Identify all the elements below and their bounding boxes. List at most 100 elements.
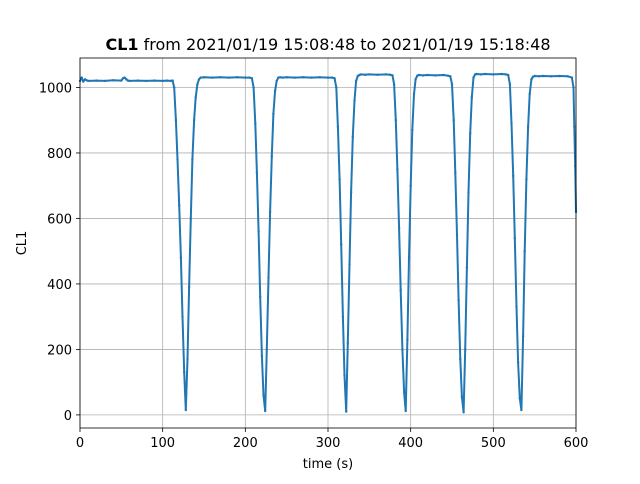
data-point <box>566 75 569 78</box>
data-point <box>513 236 516 240</box>
data-point <box>516 361 520 364</box>
chart-title-rest: from 2021/01/19 15:08:48 to 2021/01/19 1… <box>139 35 551 54</box>
data-point <box>353 99 356 102</box>
data-point <box>174 119 178 122</box>
y-axis-label: CL1 <box>15 231 30 256</box>
data-point <box>235 76 239 79</box>
data-point <box>500 72 503 76</box>
data-point <box>262 394 265 397</box>
data-point <box>455 233 459 236</box>
data-point <box>330 76 334 79</box>
data-point <box>573 125 576 128</box>
y-tick-label: 0 <box>64 409 72 424</box>
y-tick-label: 1000 <box>39 81 72 96</box>
data-point <box>492 73 495 76</box>
y-tick-label: 600 <box>47 212 72 227</box>
x-tick-label: 200 <box>233 436 258 451</box>
data-point <box>412 92 416 96</box>
data-point <box>87 79 90 83</box>
data-point <box>368 73 371 76</box>
data-point <box>343 374 346 377</box>
data-point <box>483 72 487 76</box>
data-point <box>470 96 473 99</box>
data-point <box>254 122 257 125</box>
data-point <box>528 92 531 96</box>
data-point <box>434 74 437 77</box>
data-point <box>120 79 123 82</box>
data-point <box>178 204 181 207</box>
data-point <box>202 76 206 79</box>
data-point <box>244 76 247 79</box>
data-point <box>272 112 275 115</box>
data-point <box>335 86 338 89</box>
data-point <box>464 348 467 351</box>
data-point <box>446 74 450 77</box>
data-point <box>518 397 521 400</box>
data-point <box>192 119 196 122</box>
data-point <box>125 78 128 81</box>
data-point <box>173 86 176 89</box>
data-point <box>349 191 353 194</box>
data-point <box>285 76 288 79</box>
data-point <box>388 73 392 76</box>
data-point <box>187 286 191 289</box>
data-point <box>345 410 348 413</box>
data-point <box>460 395 464 399</box>
data-point <box>336 125 340 128</box>
data-point <box>449 75 452 78</box>
data-point <box>465 266 469 269</box>
data-point <box>310 76 313 79</box>
data-point <box>302 76 305 79</box>
data-point <box>417 73 421 77</box>
data-point <box>181 315 184 318</box>
data-point <box>248 76 251 79</box>
data-point <box>376 73 379 76</box>
data-point <box>199 76 202 79</box>
data-point <box>191 158 194 161</box>
data-point <box>278 76 282 79</box>
data-point <box>523 250 526 253</box>
data-point <box>411 128 414 132</box>
data-point <box>414 78 417 81</box>
data-point <box>189 217 192 220</box>
data-point <box>541 74 545 78</box>
data-point <box>252 86 255 89</box>
y-tick-label: 800 <box>47 147 72 162</box>
data-point <box>186 358 189 361</box>
x-tick-label: 300 <box>316 436 341 451</box>
data-point <box>450 83 454 86</box>
data-point <box>558 74 561 78</box>
data-point <box>421 74 425 77</box>
data-point <box>475 72 478 76</box>
data-point <box>472 76 475 79</box>
data-point <box>161 79 164 83</box>
data-point <box>384 73 388 76</box>
data-point <box>227 76 230 79</box>
data-point <box>351 135 354 138</box>
data-point <box>572 86 575 89</box>
data-point <box>338 178 341 181</box>
data-point <box>454 171 457 174</box>
data-point <box>165 79 168 82</box>
data-point <box>525 178 528 181</box>
data-point <box>293 76 297 79</box>
data-point <box>469 132 472 135</box>
data-point <box>183 371 186 374</box>
y-tick-label: 400 <box>47 278 72 293</box>
y-tick-label: 200 <box>47 343 72 358</box>
data-point <box>219 76 222 79</box>
data-point <box>268 210 272 214</box>
data-point <box>391 74 394 77</box>
data-point <box>530 78 533 81</box>
data-point <box>537 75 540 78</box>
data-point <box>521 335 525 338</box>
data-point <box>270 155 273 158</box>
data-point <box>354 79 358 83</box>
data-point <box>211 76 214 79</box>
data-point <box>504 73 507 76</box>
data-point <box>397 227 401 230</box>
x-tick-label: 400 <box>398 436 423 451</box>
data-point <box>333 77 336 80</box>
